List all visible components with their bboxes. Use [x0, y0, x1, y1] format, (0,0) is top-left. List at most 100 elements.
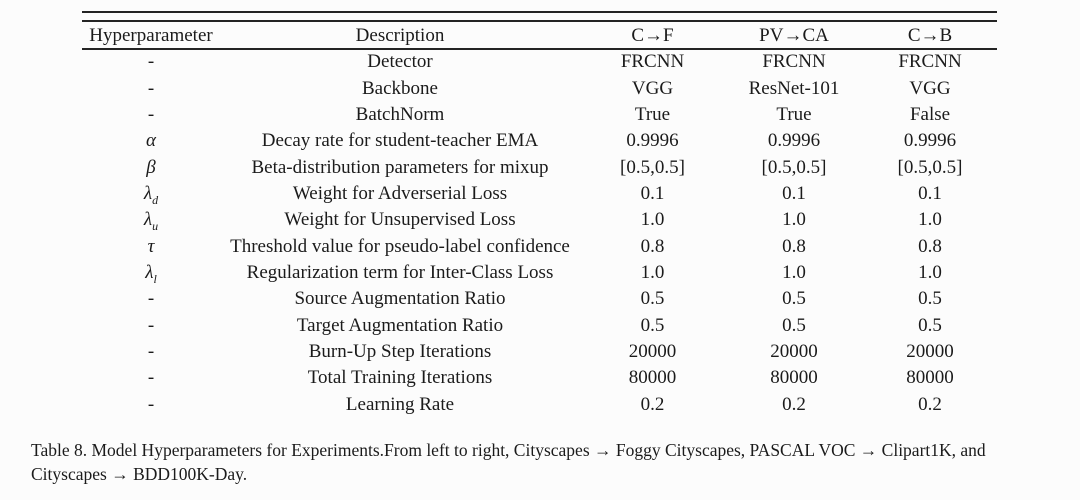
table-row: - Target Augmentation Ratio 0.5 0.5 0.5 [82, 312, 997, 338]
value-cell-c-to-b: 1.0 [918, 209, 942, 231]
table-row: β Beta-distribution parameters for mixup [… [82, 154, 997, 180]
table-header: Hyperparameter Description C→F PV→CA C→B [82, 22, 997, 49]
table-top-rule-outer [82, 11, 997, 13]
greek-symbol: α [146, 130, 156, 152]
table-body: - Detector FRCNN FRCNN FRCNN - Backbone VGG ResN… [82, 49, 997, 418]
greek-symbol-subscript: d [152, 192, 159, 207]
description-cell: Burn-Up Step Iterations [308, 340, 492, 362]
caption-line-1: Table 8. Model Hyperparameters for Exper… [31, 440, 986, 460]
hyperparameter-symbol-cell: - [147, 367, 155, 389]
table-top-rule-inner [82, 20, 997, 22]
description-cell: BatchNorm [355, 103, 445, 125]
table-row: - BatchNorm True True False [82, 102, 997, 128]
value-cell-c-to-f: 1.0 [640, 261, 665, 283]
hyperparameter-symbol-cell: - [147, 393, 155, 415]
value-cell-pv-to-ca: 20000 [770, 340, 818, 362]
greek-symbol: β [146, 156, 156, 178]
value-cell-pv-to-ca: 0.2 [782, 393, 806, 415]
greek-symbol: τ [147, 235, 155, 257]
value-cell-c-to-b: False [909, 103, 951, 125]
value-cell-c-to-f: 0.5 [640, 314, 665, 336]
table-row: - Learning Rate 0.2 0.2 0.2 [82, 391, 997, 417]
value-cell-pv-to-ca: 0.9996 [767, 130, 821, 152]
greek-symbol-subscript: l [153, 271, 157, 286]
value-cell-c-to-b: 0.5 [918, 288, 942, 310]
value-cell-c-to-f: True [634, 103, 671, 125]
column-header-hyperparameter: Hyperparameter [89, 24, 213, 46]
value-cell-c-to-b: 80000 [906, 367, 954, 389]
table-row: λd Weight for Adverserial Loss 0.1 0.1 0.1 [82, 181, 997, 207]
hyperparameter-symbol-cell: - [147, 103, 155, 125]
table-row: α Decay rate for student-teacher EMA 0.999… [82, 128, 997, 154]
description-cell: Source Augmentation Ratio [294, 288, 506, 310]
table-row: - Detector FRCNN FRCNN FRCNN [82, 49, 997, 75]
value-cell-c-to-b: 0.1 [918, 182, 942, 204]
table-caption: Table 8. Model Hyperparameters for Exper… [31, 438, 1071, 486]
value-cell-pv-to-ca: 0.1 [782, 182, 806, 204]
value-cell-c-to-b: 0.2 [918, 393, 942, 415]
column-header-c-to-f: C→F [631, 24, 674, 46]
table-row: - Backbone VGG ResNet-101 VGG [82, 75, 997, 101]
value-cell-c-to-f: [0.5,0.5] [620, 156, 685, 178]
value-cell-c-to-f: 0.2 [640, 393, 665, 415]
value-cell-pv-to-ca: [0.5,0.5] [761, 156, 827, 178]
value-cell-c-to-f: FRCNN [620, 51, 685, 73]
value-cell-pv-to-ca: 1.0 [782, 261, 806, 283]
description-cell: Backbone [362, 77, 438, 99]
value-cell-c-to-f: VGG [631, 77, 674, 99]
hyperparameter-symbol-cell: λd [82, 181, 220, 207]
description-cell: Decay rate for student-teacher EMA [261, 130, 539, 152]
value-cell-c-to-b: [0.5,0.5] [897, 156, 963, 178]
hyperparameters-table: Hyperparameter Description C→F PV→CA C→B… [82, 22, 997, 418]
table-row: - Source Augmentation Ratio 0.5 0.5 0.5 [82, 286, 997, 312]
value-cell-pv-to-ca: ResNet-101 [748, 77, 840, 99]
column-header-c-to-b: C→B [907, 24, 953, 46]
hyperparameter-symbol-cell: λl [82, 260, 220, 286]
table-row: τ Threshold value for pseudo-label confid… [82, 233, 997, 259]
description-cell: Target Augmentation Ratio [296, 314, 504, 336]
value-cell-c-to-b: 0.5 [918, 314, 942, 336]
value-cell-c-to-f: 20000 [628, 340, 677, 362]
hyperparameter-symbol-cell: - [147, 51, 155, 73]
value-cell-c-to-b: VGG [909, 77, 951, 99]
hyperparameter-symbol-cell: - [147, 288, 155, 310]
description-cell: Weight for Unsupervised Loss [284, 209, 516, 231]
value-cell-pv-to-ca: 1.0 [782, 209, 806, 231]
value-cell-pv-to-ca: 80000 [770, 367, 818, 389]
hyperparameter-symbol-cell: - [147, 340, 155, 362]
value-cell-c-to-b: 0.9996 [903, 130, 957, 152]
value-cell-c-to-b: 1.0 [918, 261, 942, 283]
value-cell-pv-to-ca: 0.8 [782, 235, 806, 257]
value-cell-pv-to-ca: FRCNN [762, 51, 826, 73]
value-cell-c-to-b: FRCNN [898, 51, 962, 73]
value-cell-c-to-b: 20000 [906, 340, 954, 362]
greek-symbol-subscript: u [152, 219, 159, 234]
greek-symbol: λ [143, 209, 153, 231]
caption-line-2: Cityscapes → BDD100K-Day. [31, 464, 248, 484]
hyperparameter-symbol-cell: λu [82, 207, 220, 233]
description-cell: Threshold value for pseudo-label confide… [230, 235, 570, 257]
hyperparameter-symbol-cell: α [82, 128, 220, 154]
table-row: - Total Training Iterations 80000 80000 8000… [82, 365, 997, 391]
hyperparameter-symbol-cell: τ [82, 233, 220, 259]
value-cell-c-to-f: 0.5 [640, 288, 665, 310]
table-row: - Burn-Up Step Iterations 20000 20000 20000 [82, 339, 997, 365]
value-cell-c-to-f: 1.0 [640, 209, 665, 231]
value-cell-c-to-f: 0.1 [640, 182, 665, 204]
column-header-description: Description [355, 24, 445, 46]
hyperparameter-symbol-cell: - [147, 77, 155, 99]
description-cell: Weight for Adverserial Loss [292, 182, 508, 204]
description-cell: Beta-distribution parameters for mixup [251, 156, 549, 178]
description-cell: Total Training Iterations [307, 367, 493, 389]
value-cell-c-to-b: 0.8 [918, 235, 942, 257]
value-cell-c-to-f: 80000 [628, 367, 677, 389]
description-cell: Regularization term for Inter-Class Loss [246, 261, 554, 283]
table-header-rule [82, 48, 997, 50]
hyperparameter-symbol-cell: - [147, 314, 155, 336]
table-row: λu Weight for Unsupervised Loss 1.0 1.0 1.0 [82, 207, 997, 233]
greek-symbol: λ [143, 182, 153, 204]
header-row: Hyperparameter Description C→F PV→CA C→B [82, 22, 997, 49]
table-row: λl Regularization term for Inter-Class Lo… [82, 260, 997, 286]
value-cell-pv-to-ca: 0.5 [782, 314, 806, 336]
